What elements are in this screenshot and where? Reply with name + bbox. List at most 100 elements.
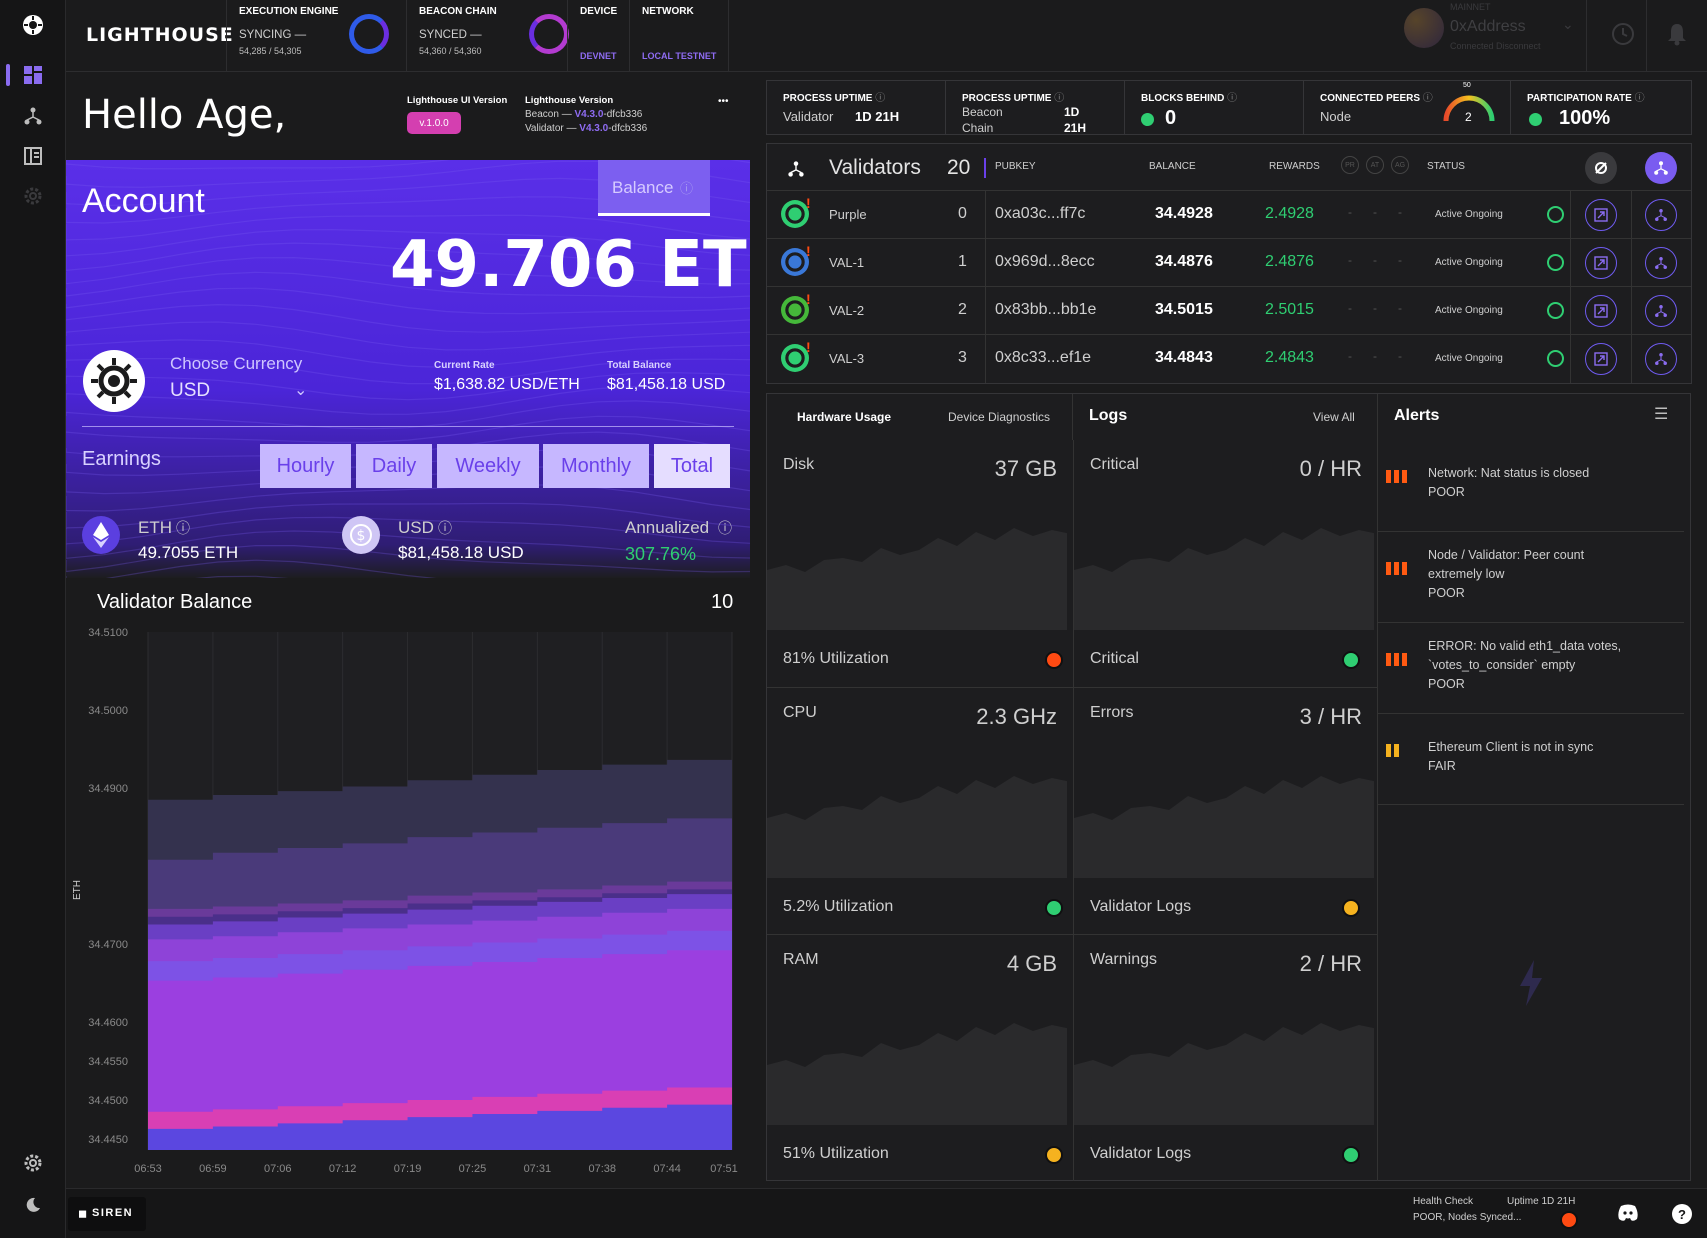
period-daily-button[interactable]: Daily	[356, 444, 432, 488]
validator-status: Active Ongoing	[1435, 305, 1503, 316]
tab-device-diagnostics[interactable]: Device Diagnostics	[948, 410, 1051, 424]
validators-table: Validators 20 PUBKEY BALANCE REWARDS PR …	[766, 143, 1692, 384]
device-status: DEVICE DEVNET	[567, 0, 629, 72]
account-address[interactable]: 0xAddress	[1450, 18, 1526, 35]
period-total-button[interactable]: Total	[654, 444, 730, 488]
validator-row[interactable]: ! VAL-1 1 0x969d...8ecc 34.4876 2.4876 Active …	[767, 238, 1691, 287]
validator-status: Active Ongoing	[1435, 257, 1503, 268]
status-dot	[1045, 651, 1063, 669]
execution-sync-ring	[349, 14, 389, 54]
warning-badge-icon: !	[806, 339, 811, 355]
participation-rate-card: PARTICIPATION RATE ⓘ 100%	[1527, 93, 1645, 129]
metric-footer: 81% Utilization	[783, 650, 889, 667]
satellite-icon[interactable]	[1585, 152, 1617, 184]
x-tick-label: 06:59	[199, 1163, 227, 1175]
period-weekly-button[interactable]: Weekly	[437, 444, 539, 488]
warning-badge-icon: !	[806, 291, 811, 307]
validator-network-icon[interactable]	[1645, 295, 1677, 327]
info-icon[interactable]: ⓘ	[438, 520, 452, 536]
status-dot	[1141, 113, 1154, 126]
validator-row[interactable]: ! Purple 0 0xa03c...ff7c 34.4928 2.4928 Active…	[767, 190, 1691, 239]
validator-pubkey: 0x8c33...ef1e	[995, 349, 1092, 366]
clock-icon[interactable]	[1611, 22, 1635, 51]
blocks-behind-card: BLOCKS BEHIND ⓘ 0	[1125, 81, 1304, 134]
balance-tab[interactable]: Balance ⓘ	[598, 160, 710, 216]
metric-name: CPU	[783, 704, 817, 721]
info-icon[interactable]: ⓘ	[176, 520, 190, 536]
dashboard-icon[interactable]	[20, 62, 46, 88]
settings-icon[interactable]	[20, 1150, 46, 1176]
theme-moon-icon[interactable]	[20, 1192, 46, 1218]
status-dot	[1529, 113, 1542, 126]
external-link-icon[interactable]	[1585, 295, 1617, 327]
tab-hardware-usage[interactable]: Hardware Usage	[797, 410, 892, 424]
eth-earnings: 49.7055 ETH	[138, 543, 239, 562]
account-title: Account	[82, 182, 205, 220]
hardware-metric-card: RAM 4 GB 51% Utilization	[767, 934, 1073, 1181]
chevron-down-icon[interactable]: ⌄	[1562, 16, 1574, 32]
period-monthly-button[interactable]: Monthly	[543, 444, 649, 488]
status-dot	[1342, 1146, 1360, 1164]
validators-network-button[interactable]	[1645, 152, 1677, 184]
lightning-icon	[1516, 960, 1546, 1011]
currency-sun-icon	[83, 350, 145, 412]
period-hourly-button[interactable]: Hourly	[260, 444, 351, 488]
siren-logo[interactable]: ◼ SIREN	[68, 1197, 146, 1231]
y-tick-label: 34.5100	[88, 627, 128, 639]
notification-bell-icon[interactable]	[1666, 22, 1688, 51]
account-avatar[interactable]	[1404, 8, 1444, 48]
beacon-chain-status: BEACON CHAIN SYNCED — 54,360 / 54,360	[406, 0, 586, 72]
info-icon: ⓘ	[680, 181, 694, 196]
alert-item[interactable]: Network: Nat status is closed POOR	[1378, 440, 1684, 532]
empty-cell: -	[1348, 301, 1352, 315]
x-tick-label: 07:38	[588, 1163, 616, 1175]
diagnostics-panel: Hardware Usage Device Diagnostics Logs V…	[766, 393, 1691, 1181]
usd-earnings: $81,458.18 USD	[398, 543, 524, 562]
log-footer[interactable]: Validator Logs	[1090, 898, 1192, 915]
alert-item[interactable]: Ethereum Client is not in sync FAIR	[1378, 714, 1684, 805]
beacon-sync-ring	[529, 14, 569, 54]
discord-icon[interactable]	[1617, 1204, 1639, 1227]
disconnect-link[interactable]: Disconnect	[1496, 41, 1541, 51]
hardware-metric-card: Disk 37 GB 81% Utilization	[767, 440, 1073, 687]
filter-sliders-icon[interactable]: ☰	[1654, 406, 1669, 423]
health-check-status[interactable]: POOR, Nodes Synced...	[1413, 1212, 1522, 1223]
view-all-logs-link[interactable]: View All	[1313, 410, 1355, 424]
info-icon[interactable]: ⓘ	[718, 520, 732, 536]
log-footer[interactable]: Validator Logs	[1090, 1145, 1192, 1162]
validator-row[interactable]: ! VAL-2 2 0x83bb...bb1e 34.5015 2.5015 Active …	[767, 286, 1691, 335]
validator-network-icon[interactable]	[1645, 199, 1677, 231]
connected-peers-card: CONNECTED PEERS ⓘ Node 50 2	[1304, 81, 1511, 134]
empty-cell: -	[1373, 205, 1377, 219]
app-logo[interactable]: LIGHTHOUSE	[86, 24, 234, 46]
settings-grayed-icon[interactable]	[20, 183, 46, 209]
lighthouse-logo-icon[interactable]	[20, 12, 46, 38]
logs-nav-icon[interactable]	[20, 143, 46, 169]
currency-select[interactable]: USD ⌄	[170, 380, 308, 401]
active-check-icon	[1547, 206, 1564, 223]
validator-balance: 34.4928	[1155, 205, 1213, 222]
validator-row[interactable]: ! VAL-3 3 0x8c33...ef1e 34.4843 2.4843 Active …	[767, 334, 1691, 383]
logs-header: Logs View All	[1073, 394, 1378, 440]
balance-series-area	[148, 1101, 732, 1150]
external-link-icon[interactable]	[1585, 247, 1617, 279]
external-link-icon[interactable]	[1585, 199, 1617, 231]
help-icon[interactable]: ?	[1672, 1204, 1692, 1224]
severity-bars-icon	[1386, 562, 1410, 580]
more-options-icon[interactable]: •••	[718, 96, 729, 107]
y-axis-label: ETH	[72, 880, 83, 900]
validator-uptime-card: PROCESS UPTIME ⓘ Validator 1D 21H	[767, 81, 946, 134]
empty-cell: -	[1373, 349, 1377, 363]
validators-nav-icon[interactable]	[20, 103, 46, 129]
external-link-icon[interactable]	[1585, 343, 1617, 375]
validator-balance: 34.4843	[1155, 349, 1213, 366]
alert-item[interactable]: ERROR: No valid eth1_data votes, `votes_t…	[1378, 623, 1684, 714]
validator-network-icon[interactable]	[1645, 343, 1677, 375]
alert-item[interactable]: Node / Validator: Peer count extremely lo…	[1378, 532, 1684, 623]
log-name: Warnings	[1090, 951, 1157, 968]
log-footer[interactable]: Critical	[1090, 650, 1139, 667]
alert-text: extremely low	[1428, 567, 1505, 581]
alert-text: POOR	[1428, 677, 1465, 691]
validator-network-icon[interactable]	[1645, 247, 1677, 279]
annualized-rate: 307.76%	[625, 544, 697, 564]
